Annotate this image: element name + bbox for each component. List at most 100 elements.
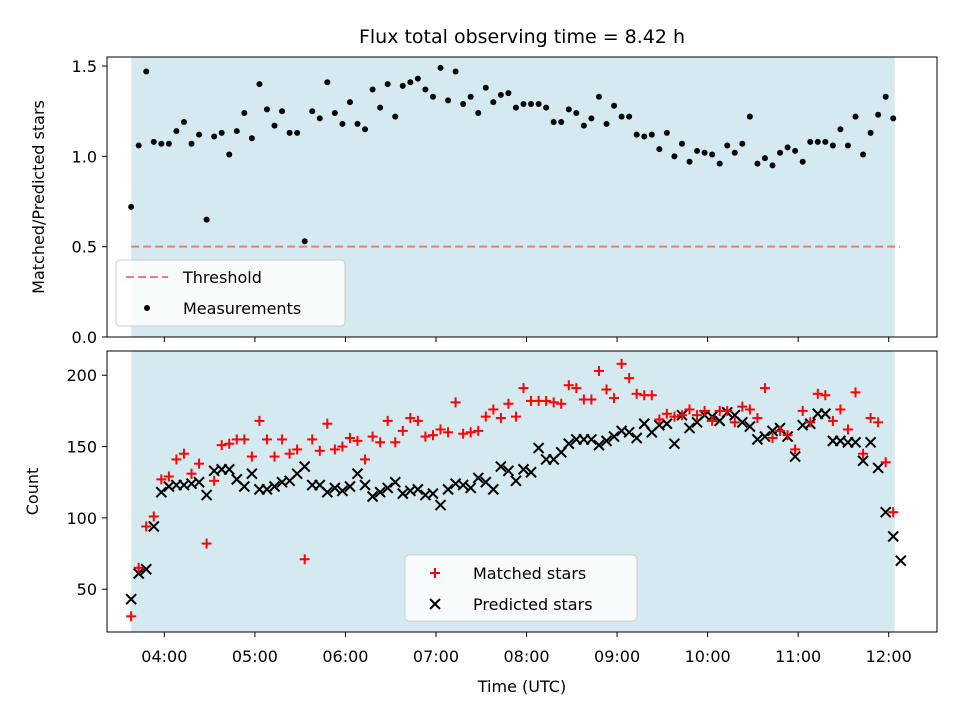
- measurement-point: [482, 84, 489, 91]
- matched-star-point: [269, 451, 280, 462]
- predicted-star-point: [427, 487, 439, 500]
- matched-star-point: [827, 415, 838, 426]
- matched-star-point: [397, 425, 408, 436]
- predicted-star-point: [366, 490, 379, 503]
- y-tick-label: 150: [66, 438, 97, 457]
- x-marker-stroke: [729, 409, 741, 421]
- matched-star-point: [224, 438, 235, 449]
- predicted-star-point: [895, 554, 907, 567]
- x-marker-stroke: [268, 480, 281, 493]
- matched-star-point: [586, 394, 597, 405]
- count-y-ticks: 50 100 150 200: [66, 366, 107, 599]
- measurement-point: [452, 68, 459, 75]
- measurement-point: [233, 128, 240, 135]
- predicted-star-point: [766, 425, 779, 437]
- matched-star-point: [744, 404, 755, 415]
- x-marker-stroke: [630, 432, 643, 444]
- measurement-point: [520, 100, 527, 107]
- matched-star-point: [510, 411, 521, 422]
- predicted-star-point: [608, 430, 620, 443]
- x-marker-stroke: [366, 490, 379, 503]
- x-marker-stroke: [525, 466, 537, 478]
- predicted-star-point: [246, 467, 258, 480]
- predicted-star-point: [261, 483, 273, 496]
- predicted-star-point: [751, 433, 764, 446]
- predicted-star-point: [140, 563, 152, 575]
- measurement-point: [867, 129, 874, 136]
- measurement-point: [678, 140, 685, 147]
- matched-star-point: [405, 413, 416, 424]
- x-marker-stroke: [140, 563, 152, 575]
- predicted-star-point: [374, 486, 386, 498]
- matched-star-point: [676, 410, 687, 421]
- matched-star-point: [427, 430, 438, 441]
- predicted-star-point: [593, 439, 605, 451]
- x-marker-stroke: [427, 487, 439, 500]
- matched-star-point: [692, 410, 703, 421]
- legend-x-marker: [429, 598, 441, 610]
- matched-star-point: [352, 435, 363, 446]
- x-marker-stroke: [155, 486, 168, 498]
- measurement-point: [739, 140, 746, 147]
- x-marker-stroke: [638, 418, 650, 430]
- matched-star-point: [216, 440, 227, 451]
- x-tick-label: 04:00: [141, 647, 187, 666]
- x-tick-label: 11:00: [775, 647, 821, 666]
- x-marker-stroke: [231, 473, 243, 486]
- y-tick-label: 200: [66, 366, 97, 385]
- ratio-panel-frame: [106, 56, 938, 338]
- predicted-stars-points: [125, 406, 907, 605]
- predicted-star-point: [510, 475, 522, 487]
- x-marker-stroke: [374, 486, 386, 498]
- matched-star-point: [820, 390, 831, 401]
- matched-star-point: [593, 365, 604, 376]
- count-legend-box: [404, 554, 638, 622]
- measurement-point: [188, 140, 195, 147]
- x-marker-stroke: [736, 416, 749, 429]
- x-tick-label: 06:00: [322, 647, 368, 666]
- matched-star-point: [435, 424, 446, 435]
- measurement-point: [875, 111, 882, 118]
- x-marker-stroke: [419, 489, 432, 501]
- measurement-point: [467, 93, 474, 100]
- x-marker-stroke: [517, 463, 530, 476]
- count-y-axis-label: Count: [23, 468, 42, 516]
- measurement-point: [369, 86, 376, 93]
- predicted-star-point: [434, 499, 447, 511]
- matched-star-point: [277, 434, 288, 445]
- matched-star-point: [178, 448, 189, 459]
- predicted-star-point: [864, 436, 877, 448]
- measurement-point: [731, 149, 738, 156]
- x-marker-stroke: [261, 483, 273, 496]
- measurement-point: [414, 75, 421, 82]
- x-marker-stroke: [223, 463, 235, 476]
- legend-measurements-label: Measurements: [183, 299, 301, 318]
- matched-star-point: [850, 387, 861, 398]
- matched-star-point: [480, 411, 491, 422]
- x-marker-stroke: [744, 420, 756, 433]
- matched-star-point: [737, 401, 748, 412]
- x-marker-stroke: [789, 450, 801, 463]
- legend-predicted-label: Predicted stars: [473, 595, 593, 614]
- measurement-point: [180, 119, 187, 126]
- predicted-star-point: [502, 465, 515, 477]
- measurement-point: [694, 147, 701, 154]
- measurement-point: [377, 104, 384, 111]
- measurement-point: [724, 142, 731, 149]
- x-marker-stroke: [487, 483, 500, 496]
- measurement-point: [716, 160, 723, 167]
- measurement-point: [807, 138, 814, 145]
- predicted-star-point: [442, 483, 454, 496]
- matched-star-point: [186, 468, 197, 479]
- matched-star-point: [375, 437, 386, 448]
- matched-star-point: [473, 425, 484, 436]
- x-marker-stroke: [381, 482, 394, 494]
- x-marker-stroke: [148, 520, 160, 533]
- legend-predicted-swatch: [429, 598, 441, 610]
- matched-star-point: [194, 458, 205, 469]
- x-axis-label: Time (UTC): [477, 677, 566, 696]
- x-marker-stroke: [759, 430, 771, 443]
- matched-star-point: [314, 445, 325, 456]
- matched-star-point: [458, 428, 469, 439]
